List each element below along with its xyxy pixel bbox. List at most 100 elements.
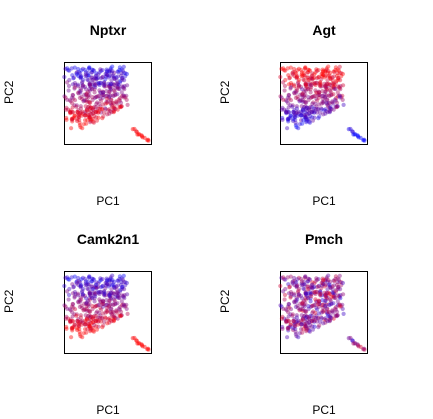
scatter-point — [286, 116, 292, 121]
scatter-point — [96, 72, 101, 77]
scatter-point — [323, 107, 328, 112]
scatter-point — [70, 326, 75, 331]
scatter-point — [350, 129, 355, 134]
scatter-point — [82, 92, 87, 97]
scatter-point — [331, 84, 336, 89]
scatter-point — [63, 304, 68, 309]
scatter-point — [304, 100, 309, 105]
scatter-points — [278, 273, 367, 352]
scatter-point — [88, 120, 93, 125]
scatter-point — [283, 318, 289, 324]
scatter-point — [85, 302, 91, 307]
scatter-point — [326, 273, 331, 278]
scatter-point — [303, 309, 308, 314]
scatter-point — [287, 285, 292, 290]
scatter-point — [299, 279, 304, 284]
scatter-point — [309, 83, 314, 88]
scatter-point — [284, 308, 289, 313]
scatter-point — [331, 86, 336, 91]
scatter-point — [81, 331, 86, 336]
scatter-point — [293, 95, 298, 100]
scatter-point — [335, 73, 340, 78]
scatter-point — [322, 317, 327, 322]
scatter-point — [70, 325, 76, 330]
scatter-point — [314, 305, 319, 310]
scatter-point — [287, 305, 292, 310]
scatter-point — [307, 107, 312, 112]
scatter-point — [115, 69, 120, 74]
scatter-point — [314, 76, 320, 81]
scatter-point — [300, 300, 305, 305]
scatter-point — [80, 275, 85, 280]
scatter-point — [107, 89, 112, 94]
scatter-point — [104, 309, 110, 315]
scatter-point — [290, 313, 295, 318]
scatter-point — [88, 293, 94, 299]
scatter-point — [293, 304, 298, 309]
scatter-point — [75, 318, 80, 324]
scatter-point — [284, 110, 289, 115]
scatter-point — [300, 73, 305, 78]
scatter-point — [82, 113, 87, 118]
scatter-point — [78, 75, 83, 80]
scatter-point — [316, 75, 321, 80]
scatter-point — [115, 81, 120, 86]
scatter-point — [283, 277, 288, 282]
scatter-point — [91, 77, 96, 82]
scatter-point — [290, 72, 295, 77]
scatter-point — [352, 132, 357, 137]
scatter-point — [291, 82, 296, 87]
scatter-point — [106, 290, 111, 295]
scatter-point — [335, 303, 340, 308]
scatter-point — [62, 303, 67, 308]
scatter-point — [117, 86, 122, 91]
scatter-point — [70, 310, 75, 315]
scatter-point — [283, 286, 288, 292]
scatter-point — [108, 67, 113, 72]
scatter-point — [83, 87, 89, 92]
scatter-point — [292, 110, 297, 115]
scatter-point — [87, 324, 92, 329]
scatter-point — [301, 70, 306, 75]
scatter-point — [308, 114, 313, 119]
scatter-point — [97, 291, 102, 297]
scatter-point — [83, 111, 88, 116]
scatter-point — [281, 66, 286, 71]
scatter-point — [108, 66, 113, 71]
scatter-point — [108, 85, 113, 90]
scatter-point — [284, 317, 289, 322]
scatter-point — [318, 80, 323, 85]
scatter-point — [90, 87, 95, 92]
scatter-point — [303, 115, 308, 120]
scatter-point — [303, 65, 308, 70]
scatter-point — [64, 115, 69, 121]
scatter-point — [77, 123, 82, 128]
scatter-point — [312, 75, 317, 80]
scatter-point — [107, 278, 112, 283]
scatter-point — [337, 293, 342, 299]
scatter-point — [330, 284, 335, 289]
scatter-point — [329, 301, 334, 307]
scatter-point — [321, 99, 326, 104]
scatter-point — [317, 92, 322, 97]
scatter-point — [114, 75, 119, 80]
scatter-point — [86, 282, 91, 287]
scatter-point — [311, 303, 316, 308]
scatter-point — [77, 279, 82, 284]
scatter-point — [288, 322, 293, 327]
scatter-point — [78, 285, 83, 290]
scatter-point — [64, 324, 69, 330]
scatter-point — [306, 296, 311, 301]
scatter-point — [111, 291, 117, 296]
scatter-point — [99, 316, 105, 321]
scatter-point — [286, 119, 291, 124]
scatter-point — [315, 107, 321, 112]
plot-frame — [64, 62, 152, 145]
scatter-point — [293, 112, 298, 117]
scatter-point — [84, 307, 89, 312]
scatter-point — [331, 290, 336, 295]
scatter-point — [70, 282, 75, 287]
scatter-point — [75, 279, 80, 284]
scatter-point — [346, 336, 351, 341]
scatter-point — [286, 314, 291, 319]
